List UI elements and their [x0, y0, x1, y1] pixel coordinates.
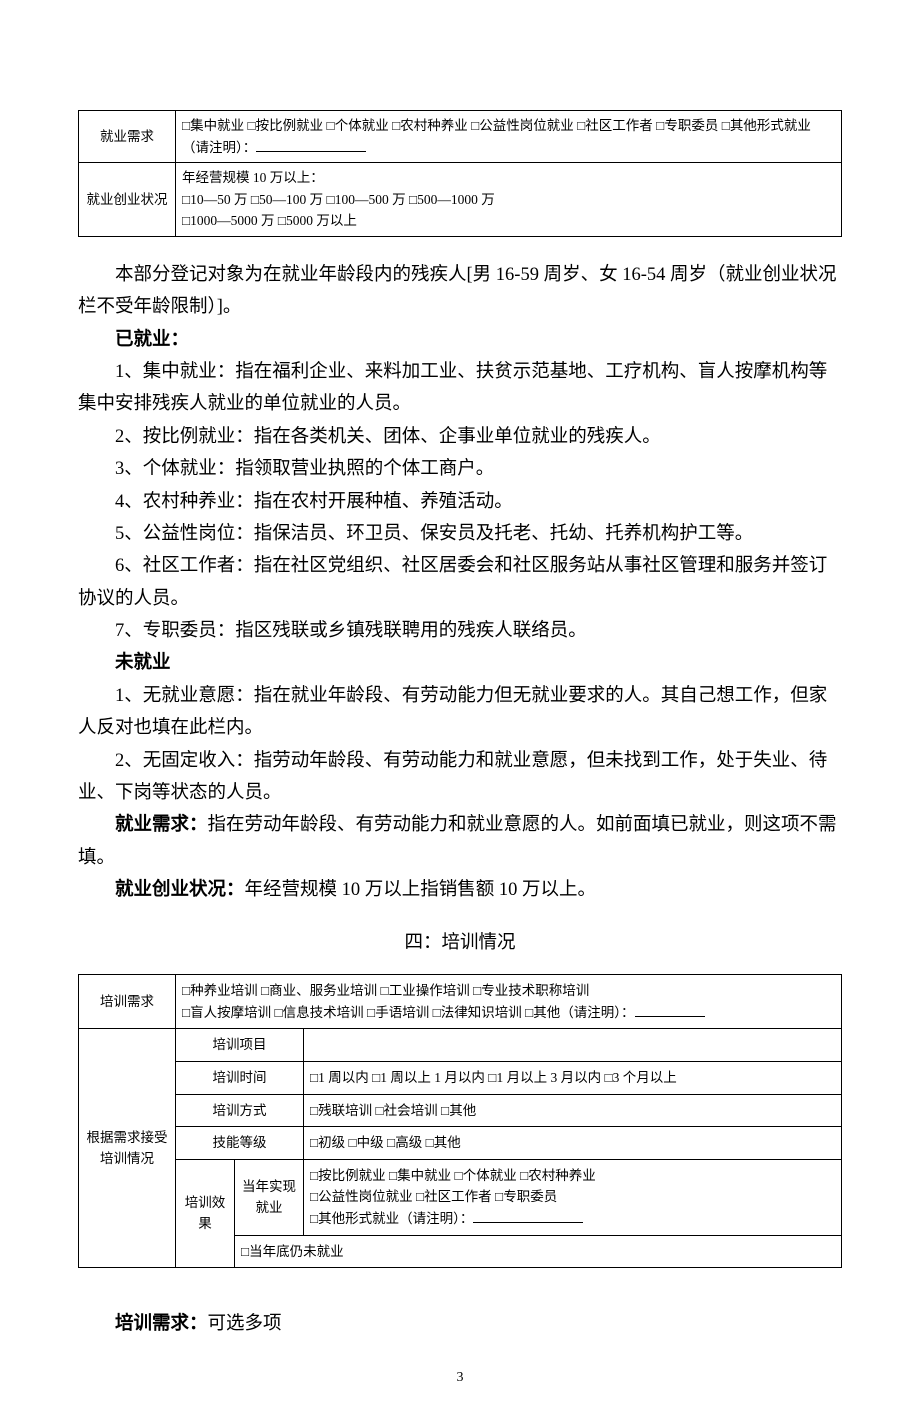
body-section: 本部分登记对象为在就业年龄段内的残疾人[男 16-59 周岁、女 16-54 周…: [78, 259, 842, 907]
page-number: 3: [78, 1367, 842, 1388]
blank-line: [473, 1208, 583, 1223]
paragraph: 1、集中就业：指在福利企业、来料加工业、扶贫示范基地、工疗机构、盲人按摩机构等集…: [78, 356, 842, 421]
table-row: 根据需求接受培训情况 培训项目: [79, 1029, 842, 1062]
scale-line3: □1000—5000 万 □5000 万以上: [182, 210, 835, 232]
paragraph: 5、公益性岗位：指保洁员、环卫员、保安员及托老、托幼、托养机构护工等。: [78, 518, 842, 550]
cell-label: 培训需求: [79, 975, 176, 1029]
cell-content: [304, 1029, 842, 1062]
cell-block-label: 根据需求接受培训情况: [79, 1029, 176, 1268]
cell-label: 就业需求: [79, 111, 176, 163]
table-training: 培训需求 □种养业培训 □商业、服务业培训 □工业操作培训 □专业技术职称培训 …: [78, 974, 842, 1268]
paragraph: 4、农村种养业：指在农村开展种植、养殖活动。: [78, 486, 842, 518]
paragraph: 本部分登记对象为在就业年龄段内的残疾人[男 16-59 周岁、女 16-54 周…: [78, 259, 842, 324]
footer-section: 培训需求：可选多项: [78, 1308, 842, 1340]
cell-content: □残联培训 □社会培训 □其他: [304, 1094, 842, 1127]
paragraph: 2、按比例就业：指在各类机关、团体、企事业单位就业的残疾人。: [78, 421, 842, 453]
cell-content: □初级 □中级 □高级 □其他: [304, 1127, 842, 1160]
effect-line2: □公益性岗位就业 □社区工作者 □专职委员: [310, 1186, 835, 1208]
cell-content: □按比例就业 □集中就业 □个体就业 □农村种养业 □公益性岗位就业 □社区工作…: [304, 1159, 842, 1235]
training-demand-line1: □种养业培训 □商业、服务业培训 □工业操作培训 □专业技术职称培训: [182, 980, 835, 1002]
section4-title: 四：培训情况: [78, 930, 842, 958]
cell-label: 就业创业状况: [79, 163, 176, 237]
table-row: 培训效果 当年实现就业 □按比例就业 □集中就业 □个体就业 □农村种养业 □公…: [79, 1159, 842, 1235]
paragraph: 培训需求：可选多项: [78, 1308, 842, 1340]
cell-sublabel: 培训方式: [176, 1094, 304, 1127]
table-employment: 就业需求 □集中就业 □按比例就业 □个体就业 □农村种养业 □公益性岗位就业 …: [78, 110, 842, 237]
cell-sublabel: 培训项目: [176, 1029, 304, 1062]
paragraph: 6、社区工作者：指在社区党组织、社区居委会和社区服务站从事社区管理和服务并签订协…: [78, 550, 842, 615]
table-row: 培训方式 □残联培训 □社会培训 □其他: [79, 1094, 842, 1127]
table-row: 就业创业状况 年经营规模 10 万以上： □10—50 万 □50—100 万 …: [79, 163, 842, 237]
blank-line: [256, 137, 366, 152]
paragraph: 2、无固定收入：指劳动年龄段、有劳动能力和就业意愿，但未找到工作，处于失业、待业…: [78, 745, 842, 810]
training-demand-line2: □盲人按摩培训 □信息技术培训 □手语培训 □法律知识培训 □其他（请注明）：: [182, 1002, 835, 1024]
table-row: 培训时间 □1 周以内 □1 周以上 1 月以内 □1 月以上 3 月以内 □3…: [79, 1062, 842, 1095]
cell-content: 年经营规模 10 万以上： □10—50 万 □50—100 万 □100—50…: [176, 163, 842, 237]
table-row: 技能等级 □初级 □中级 □高级 □其他: [79, 1127, 842, 1160]
cell-sublabel: 培训时间: [176, 1062, 304, 1095]
scale-line2: □10—50 万 □50—100 万 □100—500 万 □500—1000 …: [182, 189, 835, 211]
paragraph: 就业创业状况：年经营规模 10 万以上指销售额 10 万以上。: [78, 874, 842, 906]
table-row: 培训需求 □种养业培训 □商业、服务业培训 □工业操作培训 □专业技术职称培训 …: [79, 975, 842, 1029]
paragraph: 就业需求：指在劳动年龄段、有劳动能力和就业意愿的人。如前面填已就业，则这项不需填…: [78, 809, 842, 874]
cell-content: □集中就业 □按比例就业 □个体就业 □农村种养业 □公益性岗位就业 □社区工作…: [176, 111, 842, 163]
paragraph: 1、无就业意愿：指在就业年龄段、有劳动能力但无就业要求的人。其自己想工作，但家人…: [78, 680, 842, 745]
paragraph: 3、个体就业：指领取营业执照的个体工商户。: [78, 453, 842, 485]
heading-employed: 已就业：: [78, 324, 842, 356]
cell-sublabel: 当年实现就业: [235, 1159, 304, 1235]
heading-unemployed: 未就业: [78, 647, 842, 679]
table-row: 就业需求 □集中就业 □按比例就业 □个体就业 □农村种养业 □公益性岗位就业 …: [79, 111, 842, 163]
blank-line: [635, 1002, 705, 1017]
scale-line1: 年经营规模 10 万以上：: [182, 167, 835, 189]
cell-content: □当年底仍未就业: [235, 1235, 842, 1268]
effect-line3: □其他形式就业（请注明）：: [310, 1208, 835, 1230]
cell-effect-label: 培训效果: [176, 1159, 235, 1267]
cell-content: □1 周以内 □1 周以上 1 月以内 □1 月以上 3 月以内 □3 个月以上: [304, 1062, 842, 1095]
effect-line1: □按比例就业 □集中就业 □个体就业 □农村种养业: [310, 1165, 835, 1187]
paragraph: 7、专职委员：指区残联或乡镇残联聘用的残疾人联络员。: [78, 615, 842, 647]
cell-sublabel: 技能等级: [176, 1127, 304, 1160]
cell-content: □种养业培训 □商业、服务业培训 □工业操作培训 □专业技术职称培训 □盲人按摩…: [176, 975, 842, 1029]
